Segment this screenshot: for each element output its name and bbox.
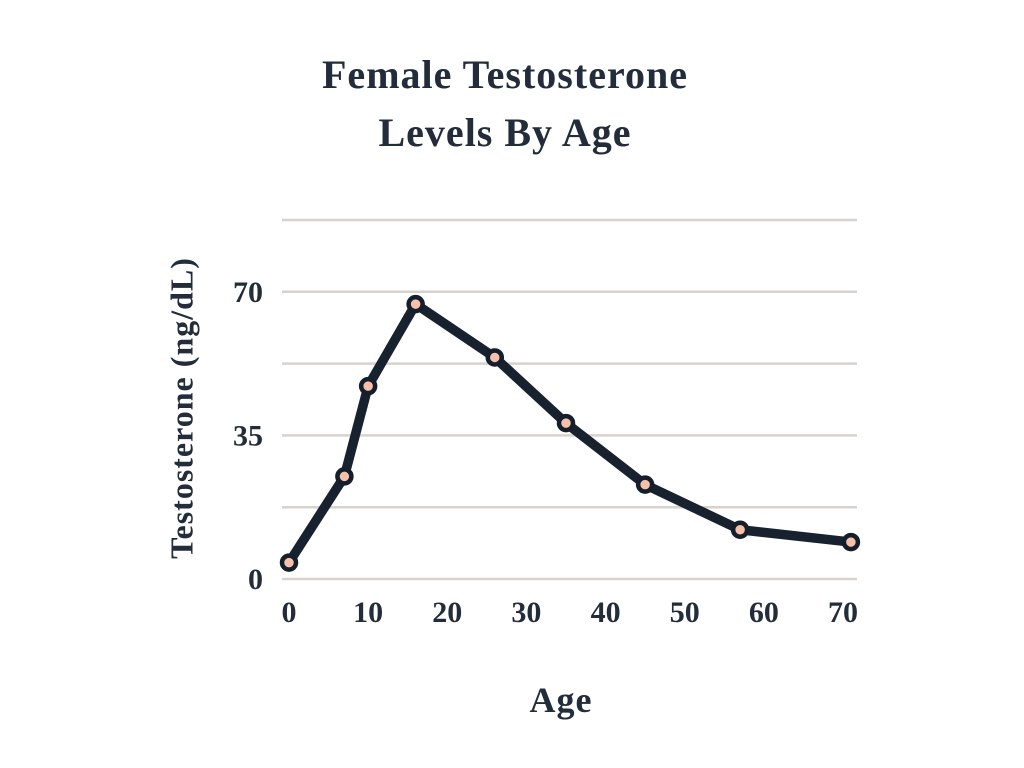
chart-title-line-1: Female Testosterone <box>322 52 688 97</box>
data-point-marker <box>335 467 354 486</box>
data-point-marker <box>556 413 576 433</box>
data-line <box>284 299 856 568</box>
data-point-marker <box>841 532 861 552</box>
data-point-marker <box>358 376 378 396</box>
data-point-marker <box>485 348 505 367</box>
data-point-marker <box>279 553 299 572</box>
y-tick-label: 35 <box>233 419 263 452</box>
x-tick-label: 0 <box>282 596 297 629</box>
data-point-marker <box>635 475 655 494</box>
x-tick-label: 50 <box>670 596 700 629</box>
y-tick-label: 0 <box>248 563 263 596</box>
x-tick-label: 20 <box>432 596 462 629</box>
x-tick-label: 70 <box>828 596 858 629</box>
chart-title: Female Testosterone Levels By Age <box>0 46 1010 162</box>
data-point-marker <box>406 294 425 314</box>
x-tick-label: 10 <box>353 596 383 629</box>
x-axis-label: Age <box>529 680 593 720</box>
data-point-marker <box>730 520 750 540</box>
x-tick-label: 30 <box>511 596 541 629</box>
x-tick-label: 60 <box>749 596 779 629</box>
x-tick-label: 40 <box>591 596 621 629</box>
y-tick-label: 70 <box>233 276 263 309</box>
chart-title-line-2: Levels By Age <box>378 110 632 155</box>
